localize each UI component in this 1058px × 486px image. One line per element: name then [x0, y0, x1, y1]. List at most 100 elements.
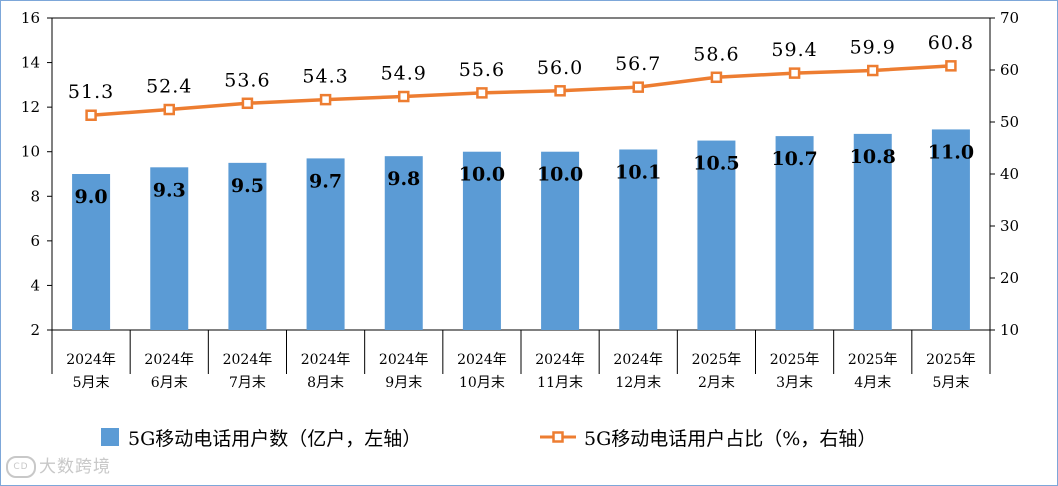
bar [72, 174, 111, 330]
right-axis-tick-label: 10 [1000, 321, 1019, 339]
category-label-year: 2025年 [848, 352, 898, 368]
line-point [163, 103, 175, 116]
bar-value-label: 9.5 [231, 175, 264, 197]
line-value-label: 56.0 [537, 57, 583, 79]
left-axis-tick-label: 16 [21, 9, 40, 27]
bar [306, 158, 345, 330]
category-label-month: 10月末 [459, 375, 505, 391]
bar [853, 133, 892, 330]
category-label-year: 2024年 [223, 352, 273, 368]
bar-value-label: 9.8 [387, 168, 420, 190]
category-label-year: 2025年 [926, 352, 976, 368]
bar-value-label: 10.8 [850, 146, 896, 168]
line-value-label: 53.6 [224, 69, 270, 91]
line-point [945, 60, 957, 72]
bar-value-label: 10.0 [459, 164, 505, 186]
bar [228, 162, 267, 330]
line-value-label: 59.4 [771, 39, 817, 61]
line-value-label: 52.4 [146, 76, 192, 98]
line-point [867, 64, 879, 77]
legend-bar-label: 5G移动电话用户数（亿户，左轴） [128, 428, 421, 450]
right-axis-tick-label: 40 [1000, 165, 1019, 183]
line-series: 51.3 52.4 53.6 54.3 54.9 55.6 56.0 56.7 58.6 59.4… [68, 32, 974, 121]
category-label-year: 2024年 [457, 352, 507, 368]
left-axis-tick-label: 6 [30, 232, 40, 250]
bar [775, 136, 814, 330]
category-label-month: 7月末 [229, 375, 266, 391]
bar-value-label: 10.7 [771, 148, 817, 170]
right-axis-tick-label: 60 [1000, 61, 1019, 79]
bar-value-label: 11.0 [928, 141, 974, 163]
line-value-label: 59.9 [850, 37, 896, 59]
category-label-month: 4月末 [854, 375, 891, 391]
category-label-month: 11月末 [537, 375, 583, 391]
category-label-year: 2025年 [692, 352, 742, 368]
line-point [319, 93, 332, 106]
legend-line-marker [552, 431, 564, 443]
line-value-label: 54.9 [381, 63, 427, 85]
bar [619, 149, 658, 330]
line-point [476, 87, 488, 99]
left-axis-tick-label: 4 [30, 276, 40, 294]
category-label-month: 9月末 [385, 375, 422, 391]
left-axis-tick-label: 10 [21, 143, 40, 161]
series-line [90, 64, 952, 117]
line-value-label: 51.3 [68, 81, 114, 103]
bar-value-label: 9.0 [75, 186, 108, 208]
legend-bar-swatch [101, 428, 119, 446]
bar-series: 9.0 9.3 9.5 9.7 9.8 10.0 10.0 10.1 10.5 10.7 10.8 1… [72, 129, 974, 330]
bar-value-label: 10.5 [693, 153, 739, 175]
bar [384, 156, 423, 330]
right-axis-tick-label: 50 [1000, 113, 1019, 131]
category-label-month: 2月末 [698, 375, 735, 391]
line-point [241, 97, 254, 110]
bar [931, 129, 970, 330]
line-value-label: 58.6 [693, 43, 739, 65]
category-label-year: 2024年 [66, 352, 116, 368]
line-point [398, 90, 410, 103]
bar-value-label: 9.3 [153, 179, 186, 201]
bar [697, 140, 736, 330]
line-point [632, 81, 644, 93]
bar-value-label: 9.7 [309, 170, 342, 192]
bar [462, 151, 501, 330]
watermark: CD 大数跨境 [6, 452, 111, 478]
right-axis-tick-label: 70 [1000, 9, 1019, 27]
line-point [85, 109, 97, 121]
line-value-label: 54.3 [302, 66, 348, 88]
category-label-month: 5月末 [932, 375, 969, 391]
category-label-month: 8月末 [307, 375, 344, 391]
category-label-month: 3月末 [776, 375, 813, 391]
category-label-month: 12月末 [615, 375, 661, 391]
line-value-label: 55.6 [459, 59, 505, 81]
category-label-year: 2024年 [379, 352, 429, 368]
category-label-year: 2024年 [144, 352, 194, 368]
legend-line-label: 5G移动电话用户占比（%，右轴） [584, 428, 876, 450]
watermark-text: 大数跨境 [39, 457, 111, 477]
category-label-month: 6月末 [151, 375, 188, 391]
bar-value-label: 10.1 [615, 161, 661, 183]
bar [541, 151, 580, 330]
left-axis-tick-label: 8 [30, 187, 40, 205]
plot-border [51, 17, 991, 331]
category-label-year: 2024年 [301, 352, 351, 368]
bar-value-label: 10.0 [537, 164, 583, 186]
logo-icon: CD [6, 456, 36, 478]
bar [150, 167, 189, 330]
left-axis-tick-label: 2 [30, 321, 40, 339]
line-point [554, 85, 566, 97]
line-point [710, 71, 723, 84]
right-axis-tick-label: 20 [1000, 269, 1019, 287]
line-value-label: 56.7 [615, 53, 661, 75]
left-axis-tick-label: 12 [21, 98, 40, 116]
line-point [788, 67, 801, 79]
line-value-label: 60.8 [928, 32, 974, 54]
category-label-year: 2024年 [613, 352, 663, 368]
category-label-year: 2024年 [535, 352, 585, 368]
category-label-month: 5月末 [73, 375, 110, 391]
category-label-year: 2025年 [770, 352, 820, 368]
right-axis-tick-label: 30 [1000, 217, 1019, 235]
category-labels: 2024年 5月末 2024年 6月末 2024年 7月末 2024年 8月末 2024年 9月末… [66, 352, 975, 391]
left-axis-tick-label: 14 [21, 54, 40, 72]
